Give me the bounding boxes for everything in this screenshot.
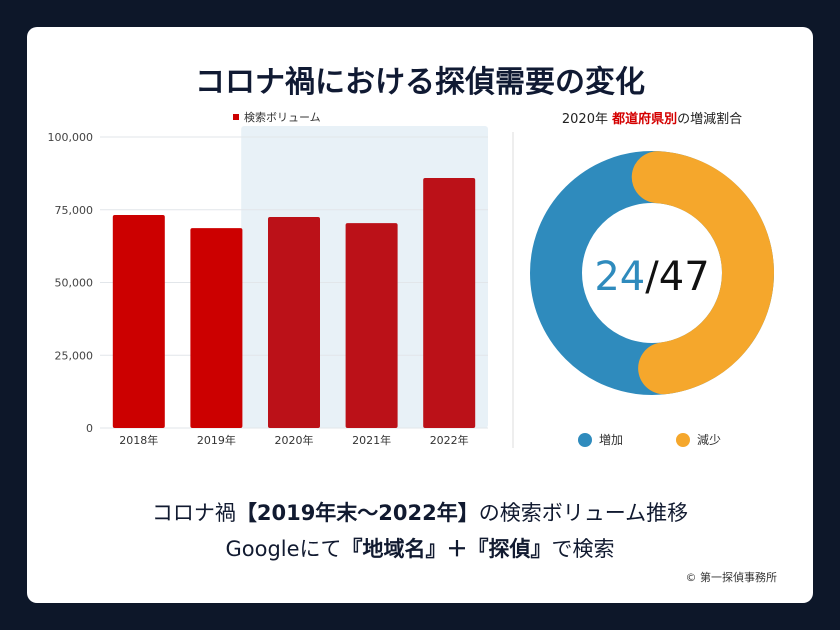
center-label-part: 24	[594, 254, 645, 300]
legend-dot	[578, 433, 592, 447]
donut-title-part: 2020年	[562, 112, 612, 127]
x-tick-label: 2022年	[430, 433, 469, 447]
copyright: © 第一探偵事務所	[685, 571, 778, 584]
bar	[423, 178, 476, 428]
y-tick-label: 100,000	[48, 131, 94, 144]
y-tick-label: 25,000	[55, 349, 94, 362]
x-tick-label: 2018年	[119, 433, 158, 447]
subtitle-text: Googleにて	[225, 537, 342, 561]
legend-label: 増加	[599, 433, 623, 447]
x-tick-label: 2021年	[352, 433, 391, 447]
legend-label: 検索ボリューム	[244, 110, 321, 124]
legend-dot	[676, 433, 690, 447]
donut-center-label: 24/47	[594, 254, 709, 300]
bar	[268, 217, 320, 428]
donut-title: 2020年 都道府県別の増減割合	[562, 111, 742, 127]
donut-title-part: の増減割合	[677, 111, 742, 127]
donut-title-part: 都道府県別	[611, 111, 677, 127]
x-tick-label: 2020年	[275, 433, 314, 447]
donut-slice-decrease	[631, 151, 774, 395]
bar	[190, 228, 243, 428]
page-title: コロナ禍における探偵需要の変化	[195, 65, 645, 100]
bar	[112, 214, 165, 428]
bar	[345, 223, 398, 428]
x-tick-label: 2019年	[197, 433, 236, 447]
legend-label: 減少	[697, 432, 721, 447]
subtitle-keywords: 『地域名』＋『探偵』	[341, 537, 552, 561]
subtitle-text: で検索	[551, 537, 615, 561]
y-tick-label: 50,000	[55, 277, 94, 290]
center-label-part: /47	[645, 254, 709, 300]
legend-swatch	[233, 114, 239, 120]
y-tick-label: 75,000	[55, 204, 94, 217]
subtitle-period: 【2019年末〜2022年】	[235, 501, 479, 525]
subtitle-text: コロナ禍	[151, 501, 236, 525]
subtitle-text: の検索ボリューム推移	[478, 501, 689, 525]
subtitle-line-1: コロナ禍【2019年末〜2022年】の検索ボリューム推移	[27, 497, 813, 527]
subtitle-line-2: Googleにて『地域名』＋『探偵』で検索	[27, 533, 813, 563]
y-tick-label: 0	[86, 422, 93, 435]
